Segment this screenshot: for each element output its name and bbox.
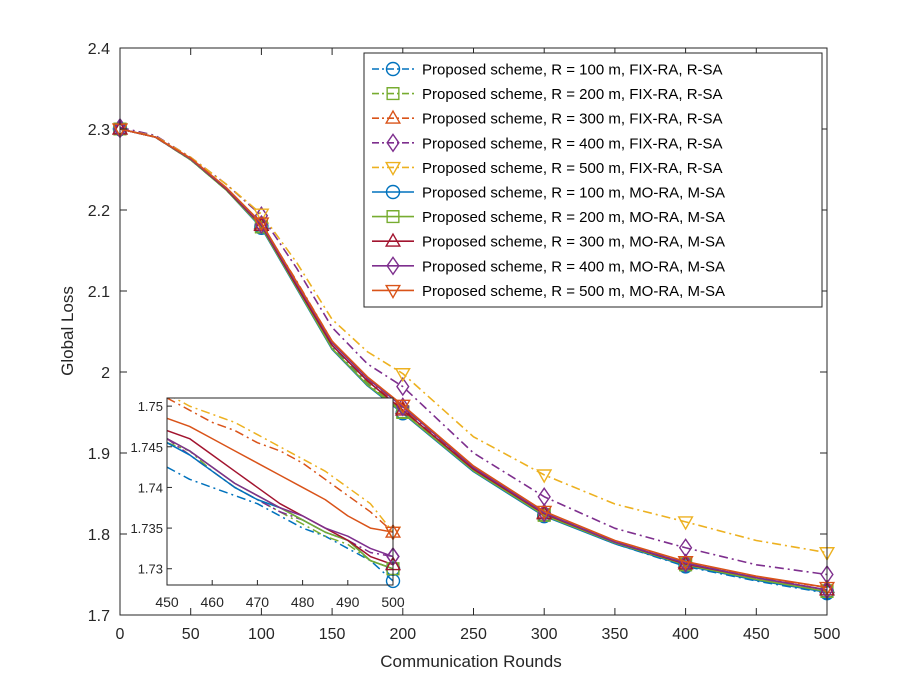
legend-entry-label: Proposed scheme, R = 500 m, FIX-RA, R-SA — [422, 160, 723, 177]
x-tick-label: 400 — [672, 626, 699, 643]
legend-entry-label: Proposed scheme, R = 200 m, MO-RA, M-SA — [422, 209, 725, 226]
legend-entry-label: Proposed scheme, R = 400 m, FIX-RA, R-SA — [422, 135, 723, 152]
inset-series-layer — [167, 398, 393, 582]
legend-box — [363, 52, 823, 308]
legend-swatch-marker — [386, 210, 400, 224]
legend: Proposed scheme, R = 100 m, FIX-RA, R-SA… — [363, 52, 823, 308]
inset-y-tick-label: 1.73 — [138, 562, 163, 577]
series-9-marker — [396, 397, 410, 417]
legend-entry-label: Proposed scheme, R = 100 m, FIX-RA, R-SA — [422, 62, 723, 79]
series-10-marker — [677, 555, 694, 571]
x-tick-label: 50 — [182, 626, 200, 643]
series-5-marker — [536, 469, 553, 484]
legend-swatch-marker — [384, 232, 402, 247]
x-tick-label: 100 — [248, 626, 275, 643]
inset-frame — [166, 397, 394, 586]
y-tick-label: 2 — [101, 365, 110, 382]
legend-entry-label: Proposed scheme, R = 500 m, MO-RA, M-SA — [422, 283, 725, 300]
legend-entry-label: Proposed scheme, R = 300 m, MO-RA, M-SA — [422, 234, 725, 251]
inset-y-tick-label: 1.735 — [130, 521, 163, 536]
legend-swatch-marker — [386, 133, 400, 153]
series-4-marker — [396, 376, 410, 397]
series-9-marker — [537, 503, 551, 523]
legend-swatch-marker — [386, 87, 400, 101]
series-5-marker — [394, 368, 411, 383]
inset-series-line-8 — [167, 429, 393, 566]
inset-plot-area: 450 460 470 480 490 500 1.73 1.735 1.74 1.745 1.75 — [130, 397, 405, 610]
series-5-marker — [253, 208, 270, 223]
x-tick-label: 250 — [460, 626, 487, 643]
legend-entry-label: Proposed scheme, R = 400 m, MO-RA, M-SA — [422, 258, 725, 275]
legend-swatch-marker — [384, 109, 402, 124]
y-tick-label: 2.3 — [88, 122, 110, 139]
x-tick-label: 200 — [389, 626, 416, 643]
series-10-marker — [536, 505, 553, 520]
legend-entry-label: Proposed scheme, R = 300 m, FIX-RA, R-SA — [422, 111, 723, 128]
x-tick-label: 500 — [814, 626, 841, 643]
inset-y-tick-label: 1.75 — [138, 399, 163, 414]
inset-y-tick-label: 1.74 — [138, 480, 163, 495]
inset-series-line-5 — [172, 398, 393, 533]
legend-swatch-marker — [385, 61, 401, 77]
legend-entry-label: Proposed scheme, R = 200 m, FIX-RA, R-SA — [422, 86, 723, 103]
inset-series-line-9 — [167, 437, 393, 558]
inset-series-line-1 — [167, 466, 393, 582]
series-10-marker — [394, 399, 411, 414]
x-axis-label: Communication Rounds — [380, 652, 561, 671]
x-tick-label: 150 — [319, 626, 346, 643]
inset-x-tick-label: 450 — [155, 594, 179, 610]
y-tick-label: 2.1 — [88, 284, 110, 301]
y-tick-label: 1.9 — [88, 446, 110, 463]
x-tick-label: 300 — [531, 626, 558, 643]
y-axis-label: Global Loss — [58, 286, 77, 376]
inset-background — [167, 398, 393, 585]
series-5-marker — [677, 516, 694, 531]
inset-x-tick-label: 500 — [381, 594, 405, 610]
legend-swatch-marker — [384, 284, 402, 299]
y-tick-label: 1.8 — [88, 527, 110, 544]
legend-swatch-marker — [386, 256, 400, 276]
y-tick-label: 1.7 — [88, 608, 110, 625]
series-line-5 — [119, 128, 828, 554]
inset-x-tick-label: 480 — [291, 594, 315, 610]
inset-y-tick-label: 1.745 — [130, 440, 163, 455]
y-tick-label: 2.2 — [88, 203, 110, 220]
y-tick-label: 2.4 — [88, 41, 110, 58]
x-tick-label: 350 — [602, 626, 629, 643]
series-line-10 — [119, 128, 828, 589]
series-9-marker — [254, 214, 269, 235]
inset-x-tick-label: 470 — [246, 594, 270, 610]
x-tick-label: 450 — [743, 626, 770, 643]
legend-swatch-marker — [384, 161, 402, 176]
legend-swatch-marker — [385, 184, 401, 200]
inset-series-line-3 — [167, 398, 393, 533]
x-tick-label: 0 — [116, 626, 125, 643]
series-layer — [111, 117, 836, 601]
inset-series-line-10 — [167, 417, 393, 533]
legend-entry-label: Proposed scheme, R = 100 m, MO-RA, M-SA — [422, 185, 725, 202]
series-10-marker — [253, 217, 270, 232]
inset-x-tick-label: 490 — [336, 594, 360, 610]
inset-x-tick-label: 460 — [201, 594, 225, 610]
